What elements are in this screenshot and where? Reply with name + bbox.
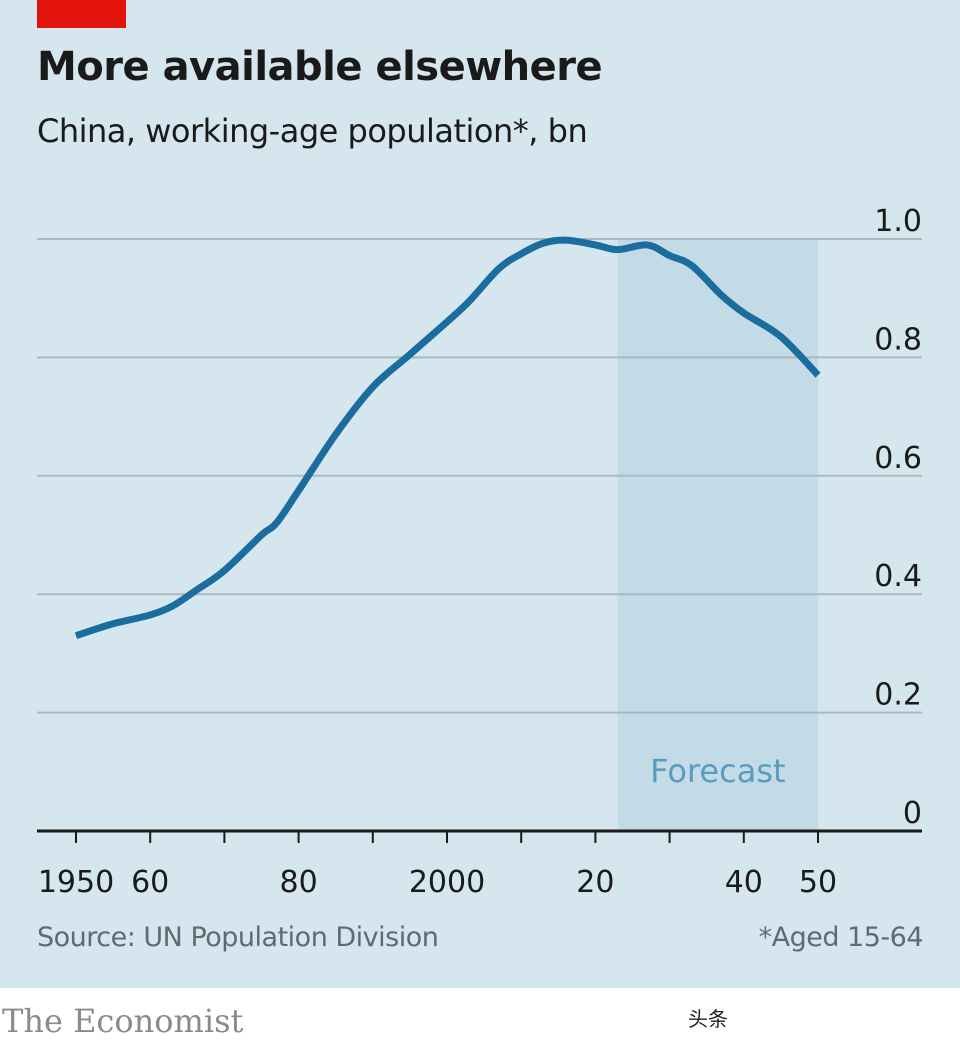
y-tick-label: 0.8 <box>874 322 922 357</box>
watermark: 头条 <box>688 1007 728 1031</box>
chart-title: More available elsewhere <box>37 44 603 90</box>
x-tick-label: 2000 <box>409 865 485 900</box>
y-tick-label: 0.4 <box>874 559 922 594</box>
y-tick-label: 0.2 <box>874 678 922 713</box>
x-tick-label: 1950 <box>38 865 114 900</box>
x-tick-label: 20 <box>576 865 614 900</box>
line-chart: Forecast 0 0.2 0.4 0.6 0.8 1.0 1950 60 80 2000 20 4… <box>37 204 922 900</box>
economist-logo: The Economist <box>2 1002 244 1040</box>
y-tick-label: 0 <box>903 796 922 831</box>
x-tick-label: 40 <box>725 865 763 900</box>
brand-red-tag <box>37 0 126 28</box>
x-tick-label: 60 <box>131 865 169 900</box>
x-tick-label: 50 <box>799 865 837 900</box>
forecast-label: Forecast <box>650 752 785 790</box>
forecast-band <box>617 239 818 831</box>
source-note: Source: UN Population Division <box>37 922 439 953</box>
y-tick-label: 0.6 <box>874 441 922 476</box>
y-tick-label: 1.0 <box>874 204 922 239</box>
chart-subtitle: China, working-age population*, bn <box>37 112 588 150</box>
footnote: *Aged 15-64 <box>758 922 924 953</box>
series-line-working-age-population <box>74 236 821 639</box>
x-tick-label: 80 <box>280 865 318 900</box>
